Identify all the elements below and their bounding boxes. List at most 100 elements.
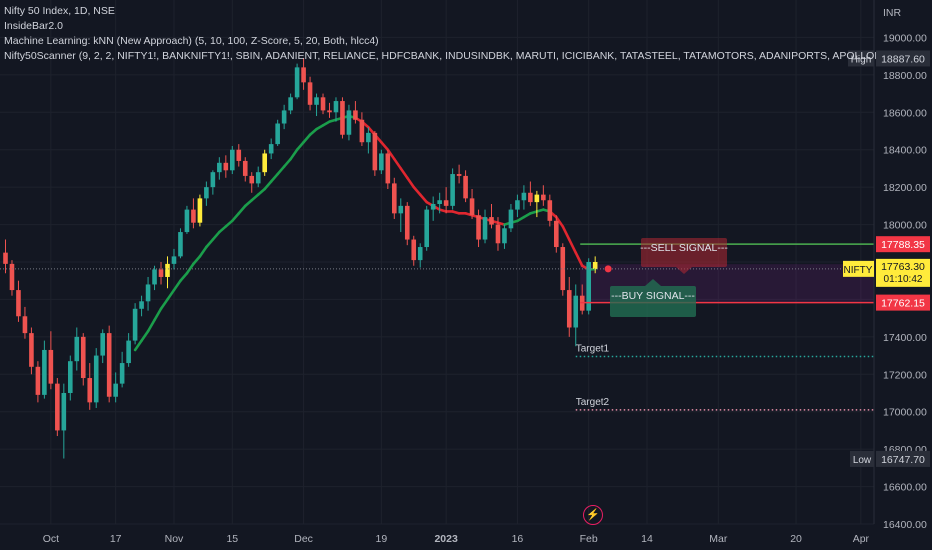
y-tick-label: 18200.00 — [883, 182, 927, 194]
candle-body — [463, 175, 468, 199]
candle-body — [314, 97, 319, 105]
candle-body — [307, 82, 313, 105]
candle-body — [255, 172, 261, 184]
current-price-text: 17763.30 — [881, 261, 925, 273]
candle-body — [489, 217, 494, 225]
high-label: High — [848, 50, 874, 67]
target-label-1: Target1 — [576, 344, 610, 355]
x-tick-label: Nov — [165, 533, 184, 545]
ma-segment — [289, 148, 299, 161]
candle-body — [93, 355, 99, 403]
ma-segment — [211, 230, 221, 241]
sell-signal-label: ---SELL SIGNAL--- — [640, 238, 728, 274]
candle-body — [288, 97, 293, 111]
candle-body — [223, 162, 229, 171]
candle-body — [113, 383, 118, 397]
candle-body — [327, 110, 332, 113]
y-tick-label: 17200.00 — [883, 369, 927, 381]
candle-body — [476, 215, 481, 240]
ma-segment — [179, 271, 189, 283]
candle-body — [534, 194, 540, 203]
x-tick-label: 20 — [790, 533, 802, 545]
candle-body — [204, 187, 209, 199]
symbol-title[interactable]: Nifty 50 Index, 1D, NSE — [4, 5, 115, 17]
candle-body — [210, 172, 216, 188]
ma-segment — [237, 204, 247, 215]
ma-segment — [159, 298, 169, 311]
candle-body — [184, 209, 190, 233]
candle-body — [145, 284, 151, 302]
candle-body — [35, 366, 41, 395]
candle-body — [541, 194, 546, 201]
candle-body — [217, 162, 222, 173]
ma-segment — [218, 225, 228, 234]
candle-body — [366, 132, 371, 143]
candle-body — [242, 160, 248, 176]
ma-segment — [418, 193, 429, 204]
candle-body — [61, 393, 67, 431]
symbol-label: NIFTY — [843, 260, 874, 277]
ma-segment — [146, 318, 156, 333]
indicator-scanner[interactable]: Nifty50Scanner (9, 2, 2, NIFTY1!, BANKNI… — [4, 50, 876, 62]
candle-body — [456, 174, 462, 176]
ma-segment — [198, 245, 208, 258]
ma-segment — [302, 133, 312, 144]
indicator-insidebar[interactable]: InsideBar2.0 — [4, 20, 63, 32]
event-bolt-icon[interactable]: ⚡ — [583, 505, 603, 525]
y-tick-label: 17000.00 — [883, 407, 927, 419]
x-tick-label: 19 — [375, 533, 387, 545]
candle-body — [16, 290, 21, 317]
y-tick-label: 17400.00 — [883, 332, 927, 344]
candle-body — [430, 203, 436, 210]
candle-body — [22, 316, 28, 334]
candle-body — [48, 349, 54, 384]
ma-segment — [185, 262, 195, 275]
x-tick-label: Dec — [294, 533, 313, 545]
low-label: Low — [850, 450, 874, 467]
ma-segment — [140, 329, 150, 342]
candle-body — [80, 336, 86, 379]
candle-body — [528, 192, 533, 203]
candle-body — [74, 336, 80, 362]
x-tick-label: Feb — [580, 533, 598, 545]
candle-body — [158, 269, 164, 277]
candle-body — [262, 153, 267, 173]
y-tick-label: 16400.00 — [883, 519, 927, 531]
candle-body — [230, 149, 235, 171]
candles — [3, 58, 598, 459]
chart-legend: Nifty 50 Index, 1D, NSE InsideBar2.0 Mac… — [4, 4, 876, 64]
currency-label: INR — [883, 7, 902, 19]
ma-segment — [153, 307, 163, 322]
ma-segment — [295, 140, 305, 152]
candle-body — [87, 378, 93, 403]
candle-body — [437, 200, 442, 204]
candle-body — [281, 110, 287, 124]
candle-body — [346, 110, 352, 135]
candle-body — [508, 209, 514, 229]
candle-body — [521, 192, 527, 201]
ma-segment — [192, 255, 202, 266]
candle-body — [385, 153, 391, 184]
x-tick-label: 15 — [226, 533, 238, 545]
upper-price-tag-text: 17788.35 — [881, 239, 925, 251]
lower-price-tag: 17762.15 — [876, 294, 930, 311]
candle-body — [178, 232, 183, 257]
indicator-knn[interactable]: Machine Learning: kNN (New Approach) (5,… — [4, 35, 379, 47]
candle-body — [165, 263, 170, 277]
candle-body — [119, 363, 125, 384]
candle-body — [333, 101, 339, 113]
low-label-text: Low — [853, 455, 872, 466]
candle-body — [392, 183, 397, 214]
ma-segment — [380, 140, 390, 152]
ma-segment — [412, 185, 422, 196]
knn-ma-line — [133, 114, 597, 352]
low-price-tag-text: 16747.70 — [881, 454, 925, 466]
candle-body — [411, 239, 417, 261]
ma-segment — [243, 198, 254, 208]
x-tick-label: Mar — [709, 533, 728, 545]
candle-body — [586, 262, 591, 311]
lower-price-tag-text: 17762.15 — [881, 298, 925, 310]
y-tick-label: 18800.00 — [883, 70, 927, 82]
